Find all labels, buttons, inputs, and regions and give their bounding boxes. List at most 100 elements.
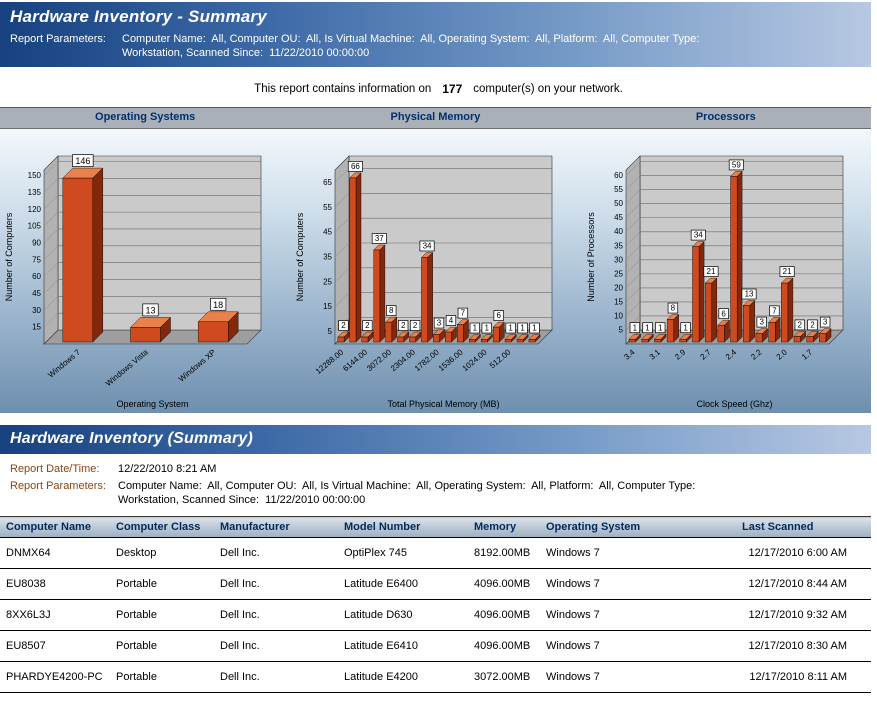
table-cell: Latitude E6410 [338, 630, 468, 662]
table-cell: Latitude E6400 [338, 568, 468, 600]
table-cell: Windows 7 [540, 661, 736, 693]
table-row: EU8038 Portable Dell Inc. Latitude E6400 409… [0, 568, 871, 600]
table-row: DNMX64 Desktop Dell Inc. OptiPlex 745 8192.0… [0, 537, 871, 569]
svg-text:7: 7 [772, 306, 777, 315]
report-date-value: 12/22/2010 8:21 AM [118, 463, 217, 475]
svg-text:Clock Speed (Ghz): Clock Speed (Ghz) [696, 399, 772, 409]
detail-parameters-line1: Computer Name: All, Computer OU: All, Is… [118, 480, 696, 492]
svg-text:105: 105 [28, 222, 42, 231]
table-cell: 3072.00MB [468, 661, 540, 693]
svg-text:2: 2 [413, 321, 418, 330]
summary-line: This report contains information on 177 … [0, 82, 877, 96]
table-cell: 12/17/2010 8:44 AM [736, 568, 871, 600]
chart-operating-systems: 15 30 45 60 75 90 105 120 135 150 146 13 18 Windows 7… [4, 154, 262, 409]
column-header-computer-name: Computer Name [0, 516, 110, 538]
svg-text:Number of Computers: Number of Computers [4, 212, 14, 301]
svg-text:5: 5 [619, 325, 624, 334]
svg-text:1: 1 [473, 324, 478, 333]
svg-text:3: 3 [437, 319, 442, 328]
svg-text:59: 59 [732, 161, 741, 170]
svg-text:45: 45 [323, 228, 332, 237]
table-cell: Dell Inc. [214, 568, 338, 600]
svg-text:3.1: 3.1 [648, 347, 663, 361]
table-cell: Windows 7 [540, 630, 736, 662]
report-parameters-label: Report Parameters: [10, 33, 106, 45]
table-cell: Desktop [110, 537, 214, 569]
svg-text:8: 8 [671, 304, 676, 313]
svg-text:Number of Computers: Number of Computers [295, 212, 305, 301]
svg-text:25: 25 [323, 277, 332, 286]
svg-text:50: 50 [614, 199, 623, 208]
svg-text:15: 15 [614, 297, 623, 306]
svg-text:2.0: 2.0 [775, 347, 790, 361]
svg-text:30: 30 [614, 255, 623, 264]
svg-text:Windows XP: Windows XP [177, 348, 218, 384]
svg-text:15: 15 [32, 323, 41, 332]
table-cell: 4096.00MB [468, 568, 540, 600]
charts-area: 15 30 45 60 75 90 105 120 135 150 146 13 18 Windows 7… [0, 129, 871, 413]
table-row: 8XX6L3J Portable Dell Inc. Latitude D630 409… [0, 599, 871, 631]
svg-text:20: 20 [614, 283, 623, 292]
svg-text:13: 13 [745, 290, 754, 299]
report-date-row: Report Date/Time: 12/22/2010 8:21 AM [10, 462, 867, 476]
svg-text:2: 2 [810, 320, 815, 329]
svg-text:60: 60 [614, 171, 623, 180]
svg-text:512.00: 512.00 [488, 347, 513, 370]
table-row: EU8507 Portable Dell Inc. Latitude E6410 409… [0, 630, 871, 662]
table-cell: Portable [110, 568, 214, 600]
svg-text:2304.00: 2304.00 [389, 347, 417, 373]
svg-text:75: 75 [32, 255, 41, 264]
table-cell: EU8507 [0, 630, 110, 662]
svg-text:120: 120 [28, 205, 42, 214]
table-cell: 12/17/2010 6:00 AM [736, 537, 871, 569]
report-date-label: Report Date/Time: [10, 463, 100, 475]
svg-text:1536.00: 1536.00 [437, 347, 465, 373]
table-cell: Dell Inc. [214, 599, 338, 631]
svg-text:3: 3 [759, 318, 764, 327]
table-cell: 12/17/2010 9:32 AM [736, 599, 871, 631]
svg-text:Number of Processors: Number of Processors [586, 212, 596, 302]
svg-text:1.7: 1.7 [800, 347, 815, 361]
detail-info: Report Date/Time: 12/22/2010 8:21 AM Rep… [0, 454, 877, 511]
svg-text:1782.00: 1782.00 [413, 347, 441, 373]
svg-text:3072.00: 3072.00 [365, 347, 393, 373]
report-parameters-lines: Computer Name: All, Computer OU: All, Is… [122, 32, 699, 60]
svg-text:1024.00: 1024.00 [461, 347, 489, 373]
svg-text:65: 65 [323, 178, 332, 187]
table-cell: Windows 7 [540, 599, 736, 631]
svg-text:21: 21 [707, 267, 716, 276]
summary-table: Computer Name Computer Class Manufacturer M… [0, 516, 871, 693]
svg-text:12288.00: 12288.00 [314, 347, 346, 376]
svg-text:Windows 7: Windows 7 [46, 347, 82, 379]
svg-text:37: 37 [375, 234, 384, 243]
svg-text:34: 34 [694, 231, 703, 240]
svg-text:2: 2 [798, 320, 803, 329]
table-cell: 12/17/2010 8:30 AM [736, 630, 871, 662]
table-cell: Portable [110, 630, 214, 662]
chart-title-processors: Processors [695, 111, 756, 123]
svg-text:Operating System: Operating System [116, 399, 188, 409]
svg-text:45: 45 [614, 213, 623, 222]
svg-text:146: 146 [75, 156, 90, 166]
svg-text:55: 55 [614, 185, 623, 194]
chart-title-physical-memory: Physical Memory [390, 111, 481, 123]
table-cell: Windows 7 [540, 537, 736, 569]
table-cell: Dell Inc. [214, 661, 338, 693]
detail-parameters-label: Report Parameters: [10, 480, 106, 492]
table-cell: Dell Inc. [214, 630, 338, 662]
chart-titles-band: Operating Systems Physical Memory Proces… [0, 107, 871, 129]
table-row: PHARDYE4200-PC Portable Dell Inc. Latitude … [0, 661, 871, 693]
svg-text:60: 60 [32, 272, 41, 281]
svg-text:1: 1 [683, 323, 688, 332]
svg-text:Windows Vista: Windows Vista [104, 347, 150, 388]
table-cell: 8192.00MB [468, 537, 540, 569]
table-cell: 4096.00MB [468, 599, 540, 631]
svg-text:35: 35 [323, 253, 332, 262]
svg-text:7: 7 [461, 309, 466, 318]
svg-text:10: 10 [614, 311, 623, 320]
svg-text:2: 2 [341, 321, 346, 330]
svg-text:1: 1 [520, 324, 525, 333]
svg-text:150: 150 [28, 171, 42, 180]
detail-parameters-line2: Workstation, Scanned Since: 11/22/2010 0… [118, 494, 366, 506]
